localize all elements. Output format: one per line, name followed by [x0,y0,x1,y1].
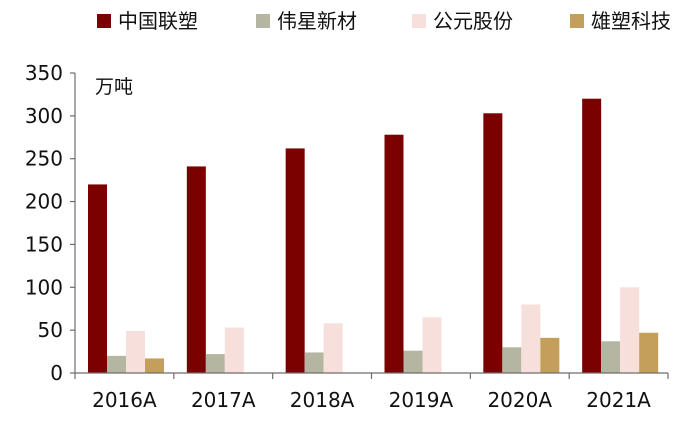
bar-2020A-series-1 [483,113,503,374]
y-axis-unit-label: 万吨 [95,76,133,98]
legend-label-1: 中国联塑 [118,9,198,33]
legend-swatch-3 [412,14,426,28]
bar-2021A-series-4 [639,332,659,373]
bar-2021A-series-1 [582,98,602,373]
x-tick-label-2017A: 2017A [191,388,256,412]
y-tick-label-250: 250 [25,147,63,171]
x-tick-label-2021A: 2021A [586,388,651,412]
y-tick-label-150: 150 [25,232,63,256]
bar-2020A-series-4 [540,337,560,373]
bar-2020A-series-3 [521,304,541,373]
bar-2018A-series-3 [323,323,343,373]
legend-swatch-2 [256,14,270,28]
bar-2017A-series-3 [224,327,244,373]
bar-2020A-series-2 [502,347,522,373]
bar-2016A-series-3 [126,331,145,373]
y-tick-label-300: 300 [25,104,63,128]
y-tick-label-100: 100 [25,275,63,299]
bars [88,98,659,374]
bar-2019A-series-2 [403,350,423,373]
legend-swatch-1 [97,14,111,28]
x-axis: 2016A 2017A 2018A 2019A 2020A 2021A [74,372,669,412]
bar-2016A-series-4 [145,358,164,373]
x-tick-label-2020A: 2020A [487,388,552,412]
bar-2017A-series-1 [186,166,206,373]
bar-2018A-series-1 [285,148,305,373]
y-tick-label-0: 0 [50,361,63,385]
legend-label-4: 雄塑科技 [591,9,671,33]
bar-2016A-series-2 [107,355,126,373]
legend-label-3: 公元股份 [433,9,513,33]
bar-2019A-series-1 [384,134,404,373]
bar-2019A-series-3 [422,317,442,373]
bar-2021A-series-2 [601,341,621,373]
bar-2017A-series-2 [205,354,225,373]
y-tick-label-200: 200 [25,190,63,214]
x-tick-label-2018A: 2018A [290,388,355,412]
y-tick-label-50: 50 [38,318,63,342]
legend: 中国联塑 伟星新材 公元股份 雄塑科技 [97,9,671,33]
x-tick-label-2016A: 2016A [92,388,157,412]
legend-swatch-4 [570,14,584,28]
bar-2018A-series-2 [304,352,324,373]
y-axis: 0 50 100 150 200 250 300 350 [25,61,76,385]
y-tick-label-350: 350 [25,61,63,85]
bar-2016A-series-1 [88,184,107,373]
bar-2021A-series-3 [620,287,640,373]
legend-label-2: 伟星新材 [277,9,357,33]
x-tick-label-2019A: 2019A [389,388,454,412]
